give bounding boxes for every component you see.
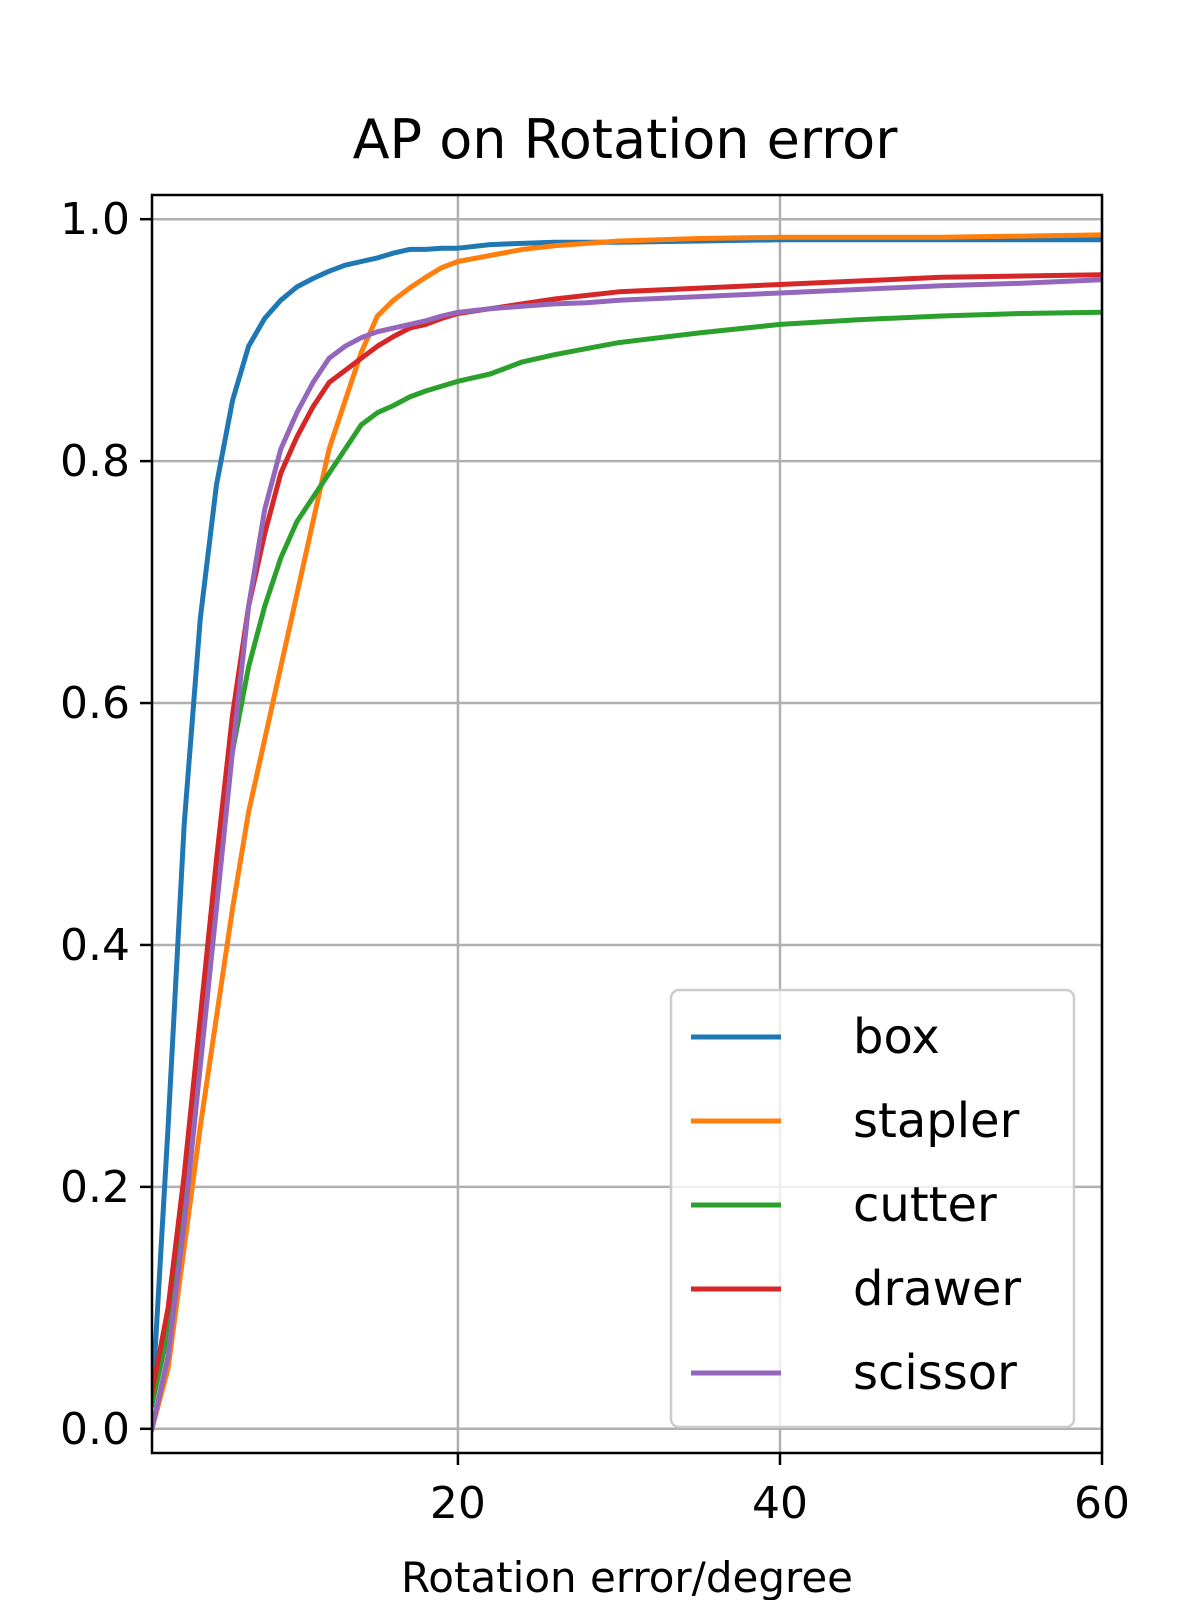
legend: box stapler cutter drawer scissor <box>669 988 1076 1429</box>
y-axis-ticks: 0.0 0.2 0.4 0.6 0.8 1.0 <box>60 194 152 1455</box>
series-line-drawer <box>152 272 1102 1396</box>
x-axis-label: Rotation error/degree <box>401 1553 853 1600</box>
x-axis-ticks: 20 40 60 <box>430 1453 1130 1529</box>
legend-box <box>669 988 1076 1429</box>
x-tick-label: 40 <box>752 1478 808 1529</box>
y-tick-label: 0.4 <box>60 920 130 971</box>
y-tick-label: 0.0 <box>60 1404 130 1455</box>
legend-label-box: box <box>853 1009 940 1065</box>
y-tick-label: 0.8 <box>60 436 130 487</box>
y-tick-label: 0.6 <box>60 678 130 729</box>
legend-label-drawer: drawer <box>853 1261 1021 1317</box>
legend-label-scissor: scissor <box>853 1345 1017 1401</box>
legend-label-stapler: stapler <box>853 1093 1020 1149</box>
x-tick-label: 20 <box>430 1478 486 1529</box>
y-tick-label: 0.2 <box>60 1162 130 1213</box>
y-tick-label: 1.0 <box>60 194 130 245</box>
series-line-scissor <box>152 277 1102 1432</box>
plot-area-frame <box>150 193 1104 1455</box>
series-lines <box>152 232 1102 1432</box>
legend-label-cutter: cutter <box>853 1177 997 1233</box>
x-tick-label: 60 <box>1074 1478 1130 1529</box>
chart-title: AP on Rotation error <box>353 108 899 171</box>
series-line-stapler <box>152 232 1102 1432</box>
